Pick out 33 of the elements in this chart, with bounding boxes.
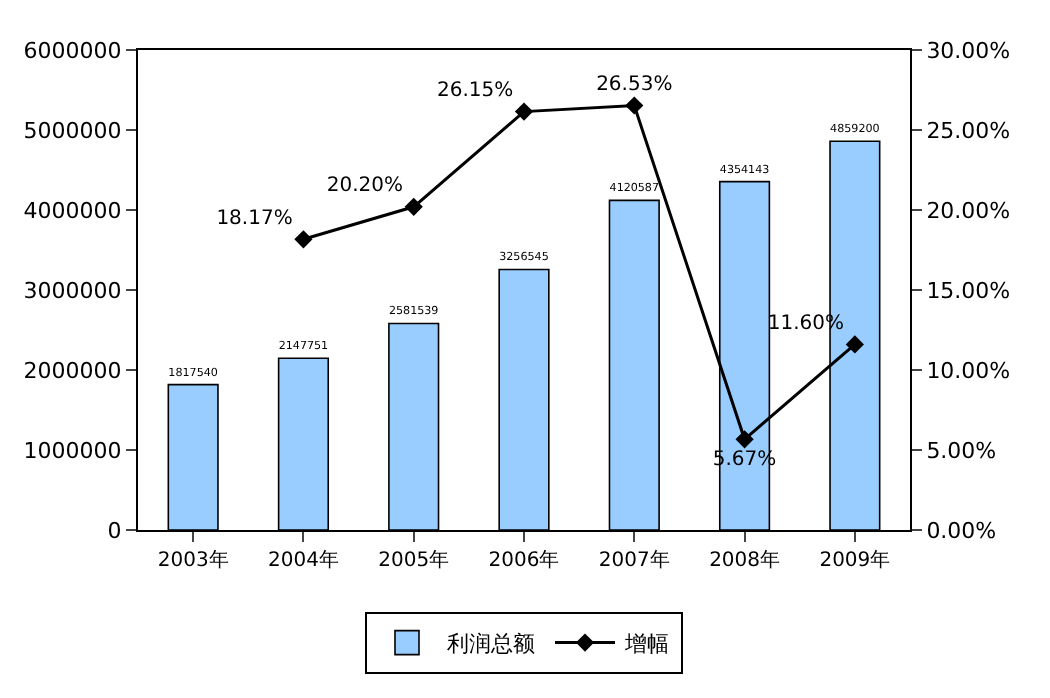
y2-tick-label: 0.00% [926,517,997,544]
x-tick-label: 2009年 [819,548,891,572]
y-tick-label: 0 [107,517,122,544]
x-tick-label: 2007年 [598,548,670,572]
x-tick-label: 2003年 [157,548,229,572]
x-tick-label: 2005年 [378,548,450,572]
legend-label: 增幅 [623,631,669,658]
y-tick-label: 2000000 [23,357,122,384]
x-tick-label: 2004年 [267,548,339,572]
y-tick-label: 3000000 [23,277,122,304]
y2-tick-label: 25.00% [926,117,1011,144]
y-tick-label: 5000000 [23,117,122,144]
y2-tick-label: 30.00% [926,37,1011,64]
data-label: 26.53% [596,73,673,96]
data-label: 20.20% [326,175,403,198]
y-tick-label: 4000000 [23,197,122,224]
y-tick-label: 6000000 [23,37,122,64]
point [294,230,313,249]
y2-tick-label: 5.00% [926,437,997,464]
point [404,197,423,216]
point [845,335,864,354]
data-label: 26.15% [436,79,514,102]
data-label: 18.17% [216,207,293,230]
y2-tick-label: 15.00% [926,277,1011,304]
point [625,96,644,115]
y2-tick-label: 20.00% [926,197,1011,224]
y-tick-label: 1000000 [23,437,122,464]
x-tick-label: 2008年 [709,548,781,572]
x-tick-label: 2006年 [488,548,560,572]
legend-label: 利润总额 [447,631,535,658]
point [514,102,534,121]
y2-tick-label: 10.00% [926,357,1011,384]
point [735,430,754,449]
